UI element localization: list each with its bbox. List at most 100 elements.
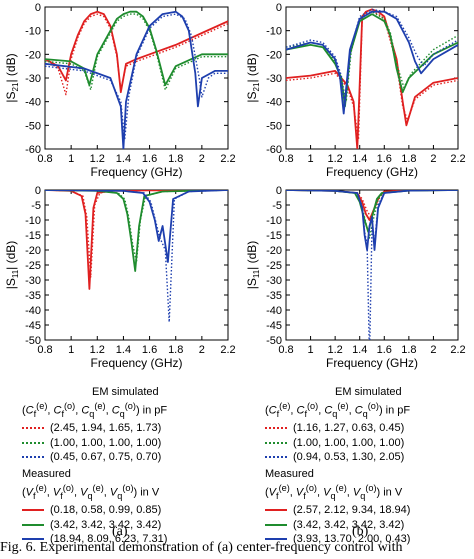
series-line	[286, 8, 458, 108]
y-tick-label: -20	[266, 245, 282, 257]
x-tick-label: 1	[68, 344, 74, 356]
y-tick-label: -20	[25, 49, 41, 61]
x-tick-label: 1.2	[327, 153, 342, 165]
legend-a: EM simulated (Cf(e), Cf(o), Cq(e), Cq(o)…	[22, 385, 237, 547]
y-tick-label: -10	[266, 215, 282, 227]
legend-b-meas-rows: (2.57, 2.12, 9.34, 18.94) (3.42, 3.42, 3.…	[265, 503, 473, 547]
x-tick-label: 2	[430, 344, 436, 356]
y-tick-label: -20	[25, 245, 41, 257]
series-line	[45, 10, 228, 149]
chart-b_s21: 0.8 1 1.2 1.4 1.6 1.8 2 2.2 0 -10 -20 -30 -40 -50 -60 F…	[245, 2, 466, 179]
x-tick-label: 1.4	[116, 344, 131, 356]
x-tick-label: 1.4	[116, 153, 131, 165]
x-tick-label: 1.8	[401, 153, 416, 165]
y-tick-label: -25	[25, 260, 41, 272]
x-tick-label: 1	[308, 153, 314, 165]
y-tick-label: -25	[266, 260, 282, 272]
legend-a-meas-rows: (0.18, 0.58, 0.99, 0.85) (3.42, 3.42, 3.4…	[22, 503, 237, 547]
legend-entry-text: (2.57, 2.12, 9.34, 18.94)	[293, 504, 411, 517]
x-tick-label: 2	[430, 153, 436, 165]
legend-a-em-params: (Cf(e), Cf(o), Cq(e), Cq(o)) in pF	[22, 401, 168, 419]
y-axis-label: |S11| (dB)	[245, 241, 261, 290]
y-tick-label: -45	[25, 320, 41, 332]
y-tick-label: 0	[35, 185, 41, 197]
y-tick-label: -50	[25, 335, 41, 347]
legend-a-em-row: (2.45, 1.94, 1.65, 1.73)	[22, 421, 237, 436]
legend-a-em-title: EM simulated	[92, 386, 159, 398]
y-tick-label: -60	[266, 144, 282, 156]
legend-b-em-params: (Cf(e), Cf(o), Cq(e), Cq(o)) in pF	[265, 401, 411, 419]
x-tick-label: 1.8	[168, 344, 183, 356]
x-tick-label: 2.2	[450, 344, 465, 356]
legend-entry-text: (0.94, 0.53, 1.30, 2.05)	[293, 451, 405, 464]
legend-swatch	[22, 456, 44, 459]
series-line	[286, 190, 458, 239]
legend-b-em-row: (1.16, 1.27, 0.63, 0.45)	[265, 421, 473, 436]
y-tick-label: -50	[25, 120, 41, 132]
legend-swatch	[265, 523, 287, 526]
legend-a-em-row: (1.00, 1.00, 1.00, 1.00)	[22, 435, 237, 450]
legend-entry-text: (3.93, 13.70, 2.00, 0.43)	[293, 533, 411, 546]
legend-entry-text: (3.42, 3.42, 3.42, 3.42)	[293, 518, 405, 531]
series-line	[286, 8, 458, 149]
y-tick-label: -30	[266, 275, 282, 287]
y-tick-label: 0	[276, 185, 282, 197]
x-tick-label: 0.8	[37, 344, 52, 356]
x-tick-label: 1.8	[401, 344, 416, 356]
legend-b-em-row: (1.00, 1.00, 1.00, 1.00)	[265, 435, 473, 450]
y-tick-label: -10	[266, 26, 282, 38]
legend-b: EM simulated (Cf(e), Cf(o), Cq(e), Cq(o)…	[265, 385, 473, 547]
legend-entry-text: (2.45, 1.94, 1.65, 1.73)	[50, 422, 162, 435]
y-tick-label: -50	[266, 335, 282, 347]
legend-b-em-row: (0.94, 0.53, 1.30, 2.05)	[265, 450, 473, 465]
y-axis-label: |S11| (dB)	[4, 241, 20, 290]
y-tick-label: -35	[25, 290, 41, 302]
legend-swatch	[22, 538, 44, 541]
legend-b-meas-row: (2.57, 2.12, 9.34, 18.94)	[265, 503, 473, 518]
x-tick-label: 1.6	[142, 153, 157, 165]
series-line	[286, 190, 458, 340]
legend-entry-text: (0.18, 0.58, 0.99, 0.85)	[50, 504, 162, 517]
y-tick-label: -20	[266, 49, 282, 61]
y-tick-label: 0	[35, 2, 41, 14]
y-axis-label: |S21| (dB)	[4, 53, 20, 102]
y-tick-label: -40	[266, 97, 282, 109]
series-line	[45, 13, 228, 141]
legend-b-meas-row: (3.93, 13.70, 2.00, 0.43)	[265, 532, 473, 547]
chart-b_s11: 0.8 1 1.2 1.4 1.6 1.8 2 2.2 0 -5 -10 -15 -20 -25 -30 -3…	[245, 185, 466, 370]
x-tick-label: 0.8	[278, 153, 293, 165]
legend-swatch	[22, 509, 44, 512]
x-tick-label: 2.2	[450, 153, 465, 165]
x-tick-label: 1.6	[142, 344, 157, 356]
legend-b-meas-row: (3.42, 3.42, 3.42, 3.42)	[265, 518, 473, 533]
legend-b-em-rows: (1.16, 1.27, 0.63, 0.45) (1.00, 1.00, 1.0…	[265, 421, 473, 465]
series-line	[45, 190, 228, 323]
y-tick-label: -15	[266, 230, 282, 242]
panel-label-a: (a)	[112, 524, 128, 539]
x-tick-label: 1.6	[377, 153, 392, 165]
legend-entry-text: (18.94, 8.09, 6.23, 7.31)	[50, 533, 168, 546]
legend-a-meas-row: (3.42, 3.42, 3.42, 3.42)	[22, 518, 237, 533]
legend-b-meas-params: (Vf(e), Vf(o), Vq(e), Vq(o)) in V	[265, 483, 403, 502]
x-tick-label: 1	[68, 153, 74, 165]
legend-a-meas-title: Measured	[22, 468, 71, 481]
legend-swatch	[265, 538, 287, 541]
x-tick-label: 1	[308, 344, 314, 356]
legend-a-meas-row: (18.94, 8.09, 6.23, 7.31)	[22, 532, 237, 547]
legend-a-meas-params: (Vf(e), Vf(o), Vq(e), Vq(o)) in V	[22, 483, 160, 502]
panel-label-b: (b)	[352, 524, 369, 539]
x-tick-label: 1.4	[352, 344, 367, 356]
x-tick-label: 1.2	[90, 153, 105, 165]
y-tick-label: -40	[25, 97, 41, 109]
x-tick-label: 1.6	[377, 344, 392, 356]
legend-entry-text: (1.00, 1.00, 1.00, 1.00)	[293, 436, 405, 449]
series-line	[45, 190, 228, 290]
y-tick-label: -5	[31, 200, 41, 212]
y-tick-label: -50	[266, 120, 282, 132]
x-axis-label: Frequency (GHz)	[90, 165, 182, 179]
legend-a-em-rows: (2.45, 1.94, 1.65, 1.73) (1.00, 1.00, 1.0…	[22, 421, 237, 465]
legend-a-meas-row: (0.18, 0.58, 0.99, 0.85)	[22, 503, 237, 518]
x-tick-label: 1.4	[352, 153, 367, 165]
x-tick-label: 0.8	[278, 344, 293, 356]
x-tick-label: 0.8	[37, 153, 52, 165]
